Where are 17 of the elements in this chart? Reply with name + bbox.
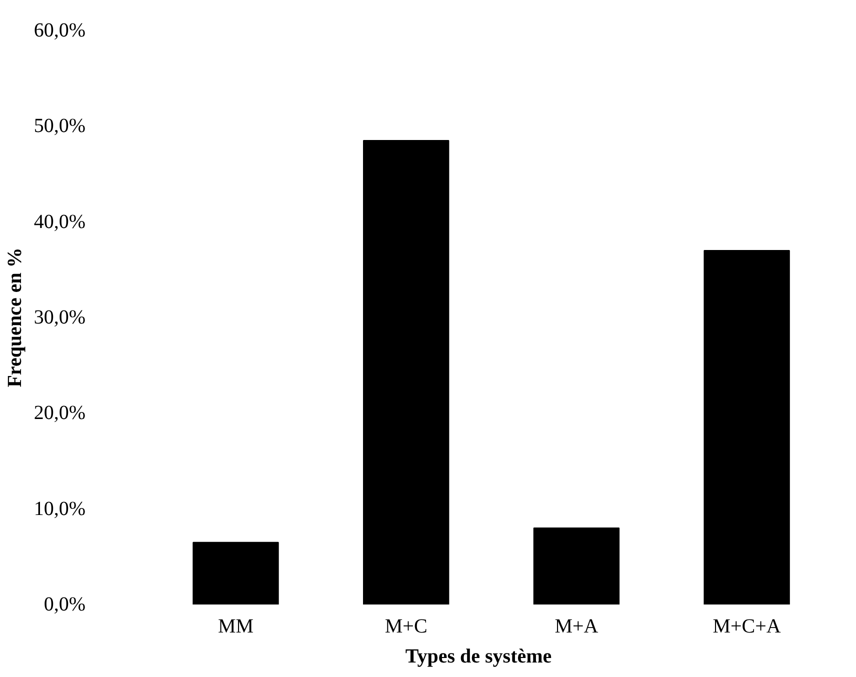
bar: [363, 140, 450, 604]
bar: [704, 250, 790, 604]
y-tick-label: 0,0%: [44, 594, 86, 616]
y-axis-title: Frequence en %: [4, 248, 26, 388]
x-axis-title: Types de système: [405, 646, 552, 668]
y-tick-label: 40,0%: [34, 210, 86, 233]
y-tick-label: 30,0%: [34, 306, 86, 328]
y-tick-label: 60,0%: [34, 20, 86, 42]
bar: [533, 527, 620, 604]
y-tick-label: 20,0%: [34, 402, 86, 424]
x-tick-label: MM: [218, 616, 254, 638]
y-tick-label: 50,0%: [34, 115, 86, 138]
bar: [192, 542, 279, 604]
y-tick-label: 10,0%: [34, 498, 86, 520]
x-tick-label: M+C: [384, 616, 428, 638]
x-tick-label: M+A: [554, 616, 599, 638]
x-tick-label: M+C+A: [712, 616, 782, 638]
